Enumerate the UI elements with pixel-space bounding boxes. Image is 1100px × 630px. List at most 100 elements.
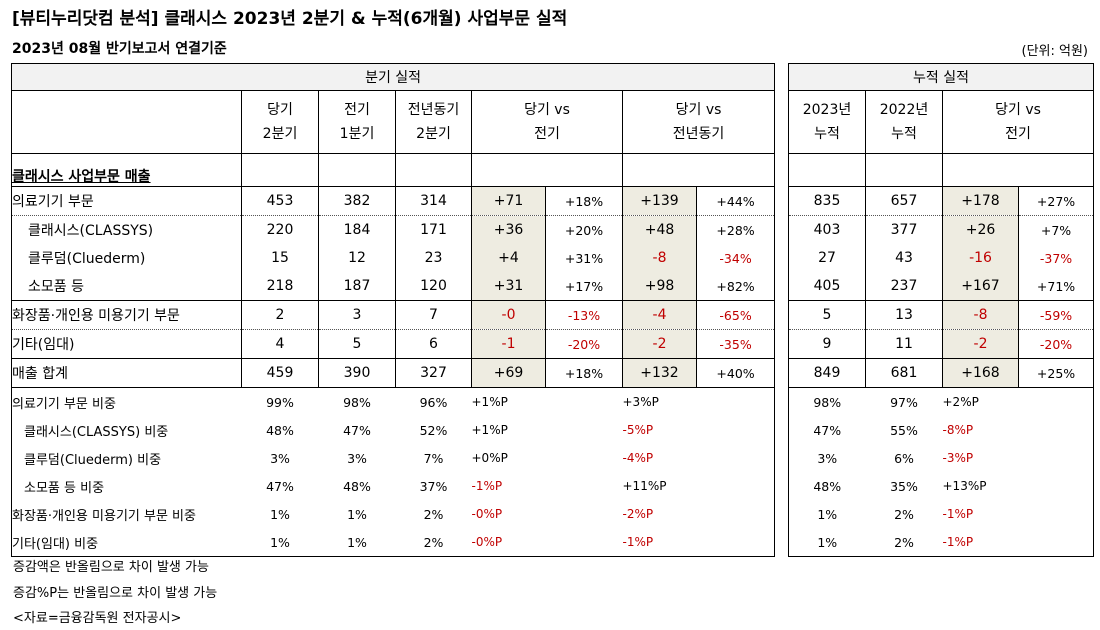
change-percent-cell: +18% (545, 358, 623, 388)
share-row: 화장품·개인용 미용기기 부문 비중 1% 1% 2% -0%P -2%P (12, 500, 775, 528)
column-header: 전년동기 2분기 (395, 90, 472, 154)
value-cell: 37% (419, 478, 448, 494)
change-percent-cell: +44% (696, 186, 775, 216)
column-header-line: 2022년 (879, 102, 929, 118)
column-header-line: 2023년 (802, 102, 852, 118)
table-row: 849 681 +168 +25% (788, 358, 1094, 388)
change-amount-cell: -4 (622, 300, 697, 330)
change-amount-cell: +26 (942, 215, 1019, 244)
change-amount-cell: +139 (622, 186, 697, 216)
value-cell: 97% (865, 387, 943, 416)
column-header-line: 2분기 (262, 126, 298, 142)
change-point-cell: -1%P (942, 507, 974, 521)
table-cell (941, 153, 1094, 187)
change-amount-cell: +132 (622, 358, 697, 388)
row-label: 기타(임대) (11, 329, 242, 359)
group-header-row: 누적 실적 (788, 63, 1094, 91)
value-cell: 453 (241, 186, 319, 216)
value-cell: 13 (865, 300, 943, 330)
value-cell: 403 (788, 215, 866, 244)
table-row: 클루덤(Cluederm) 15 12 23 +4 +31% -8 -34% (12, 244, 775, 272)
change-percent-cell: +27% (1018, 186, 1094, 216)
row-label: 기타(임대) 비중 (12, 536, 99, 552)
share-row: 클래시스(CLASSYS) 비중 48% 47% 52% +1%P -5%P (12, 416, 775, 444)
value-cell: 15 (241, 244, 319, 272)
column-header-line: 당기 vs (995, 102, 1041, 118)
change-percent-cell: -13% (545, 300, 623, 330)
value-cell: 6% (894, 450, 914, 466)
value-cell: 120 (395, 272, 472, 301)
table-row: 403 377 +26 +7% (788, 215, 1094, 244)
value-cell: 1% (817, 506, 838, 522)
table-cell (621, 153, 775, 187)
table-row: 27 43 -16 -37% (789, 244, 1094, 272)
change-amount-cell: +168 (942, 358, 1019, 388)
row-label: 소모품 등 (28, 279, 84, 295)
value-cell: 1% (817, 534, 838, 550)
value-cell: 55% (890, 422, 918, 438)
change-point-cell: -5%P (622, 423, 654, 437)
column-header-line: 전기 (534, 126, 560, 142)
change-percent-cell: -35% (696, 329, 775, 359)
column-header: 당기 vs 전년동기 (621, 90, 775, 154)
quarterly-results-table: 분기 실적 당기 2분기 전기 1분기 전년동기 2분기 당기 vs 전기 당기 vs 전년동기 클래… (11, 63, 776, 557)
change-percent-cell: +31% (564, 250, 604, 266)
change-percent-cell: +25% (1018, 358, 1094, 388)
value-cell: 835 (788, 186, 866, 216)
change-percent-cell: +18% (545, 186, 623, 216)
change-point-cell: +1%P (471, 387, 623, 416)
row-label: 클래시스(CLASSYS) (11, 215, 242, 244)
value-cell: 2% (894, 506, 914, 522)
row-label: 매출 합계 (11, 358, 242, 388)
value-cell: 48% (343, 478, 371, 494)
change-point-cell: -1%P (622, 535, 654, 549)
table-row: 화장품·개인용 미용기기 부문 2 3 7 -0 -13% -4 -65% (11, 300, 775, 330)
value-cell: 23 (395, 244, 472, 272)
row-label: 클래시스(CLASSYS) 비중 (24, 424, 169, 440)
change-point-cell: +0%P (471, 451, 508, 465)
table-cell (318, 153, 396, 187)
value-cell: 314 (395, 186, 472, 216)
value-cell: 47% (813, 422, 842, 438)
change-point-cell: +2%P (942, 387, 1094, 416)
row-label: 의료기기 부문 (11, 186, 242, 216)
change-percent-cell: -34% (719, 250, 752, 266)
change-point-cell: -1%P (942, 535, 974, 549)
value-cell: 3 (318, 300, 396, 330)
value-cell: 98% (318, 387, 396, 416)
change-amount-cell: -0 (471, 300, 546, 330)
column-header: 당기 vs 전기 (471, 90, 623, 154)
value-cell: 48% (813, 478, 842, 494)
change-amount-cell: -2 (942, 329, 1019, 359)
share-row: 47% 55% -8%P (789, 416, 1094, 444)
share-row: 98% 97% +2%P (788, 387, 1094, 416)
change-point-cell: -8%P (942, 423, 974, 437)
value-cell: 1% (270, 506, 290, 522)
change-amount-cell: +31 (471, 272, 546, 301)
change-amount-cell: +4 (471, 244, 546, 272)
value-cell: 849 (788, 358, 866, 388)
change-percent-cell: -20% (545, 329, 623, 359)
value-cell: 2% (894, 534, 914, 550)
value-cell: 5 (788, 300, 866, 330)
table-row: 835 657 +178 +27% (788, 186, 1094, 216)
change-percent-cell: -59% (1018, 300, 1094, 330)
change-percent-cell: +40% (696, 358, 775, 388)
value-cell: 4 (241, 329, 319, 359)
section-label-row (789, 153, 1094, 187)
column-header-line: 1분기 (339, 126, 375, 142)
value-cell: 48% (266, 422, 294, 438)
section-label-row: 클래시스 사업부문 매출 (12, 153, 775, 187)
share-row: 1% 2% -1%P (789, 500, 1094, 528)
value-cell: 1% (270, 534, 290, 550)
share-row: 48% 35% +13%P (789, 472, 1094, 500)
value-cell: 2% (423, 506, 444, 522)
value-cell: 5 (318, 329, 396, 359)
change-percent-cell: -65% (696, 300, 775, 330)
value-cell: 35% (890, 478, 918, 494)
column-header-line: 전기 (1005, 126, 1031, 142)
table-cell (395, 153, 472, 187)
share-row: 기타(임대) 비중 1% 1% 2% -0%P -1%P (12, 528, 775, 557)
change-amount-cell: -8 (622, 244, 697, 272)
column-header-line: 2분기 (416, 126, 451, 142)
